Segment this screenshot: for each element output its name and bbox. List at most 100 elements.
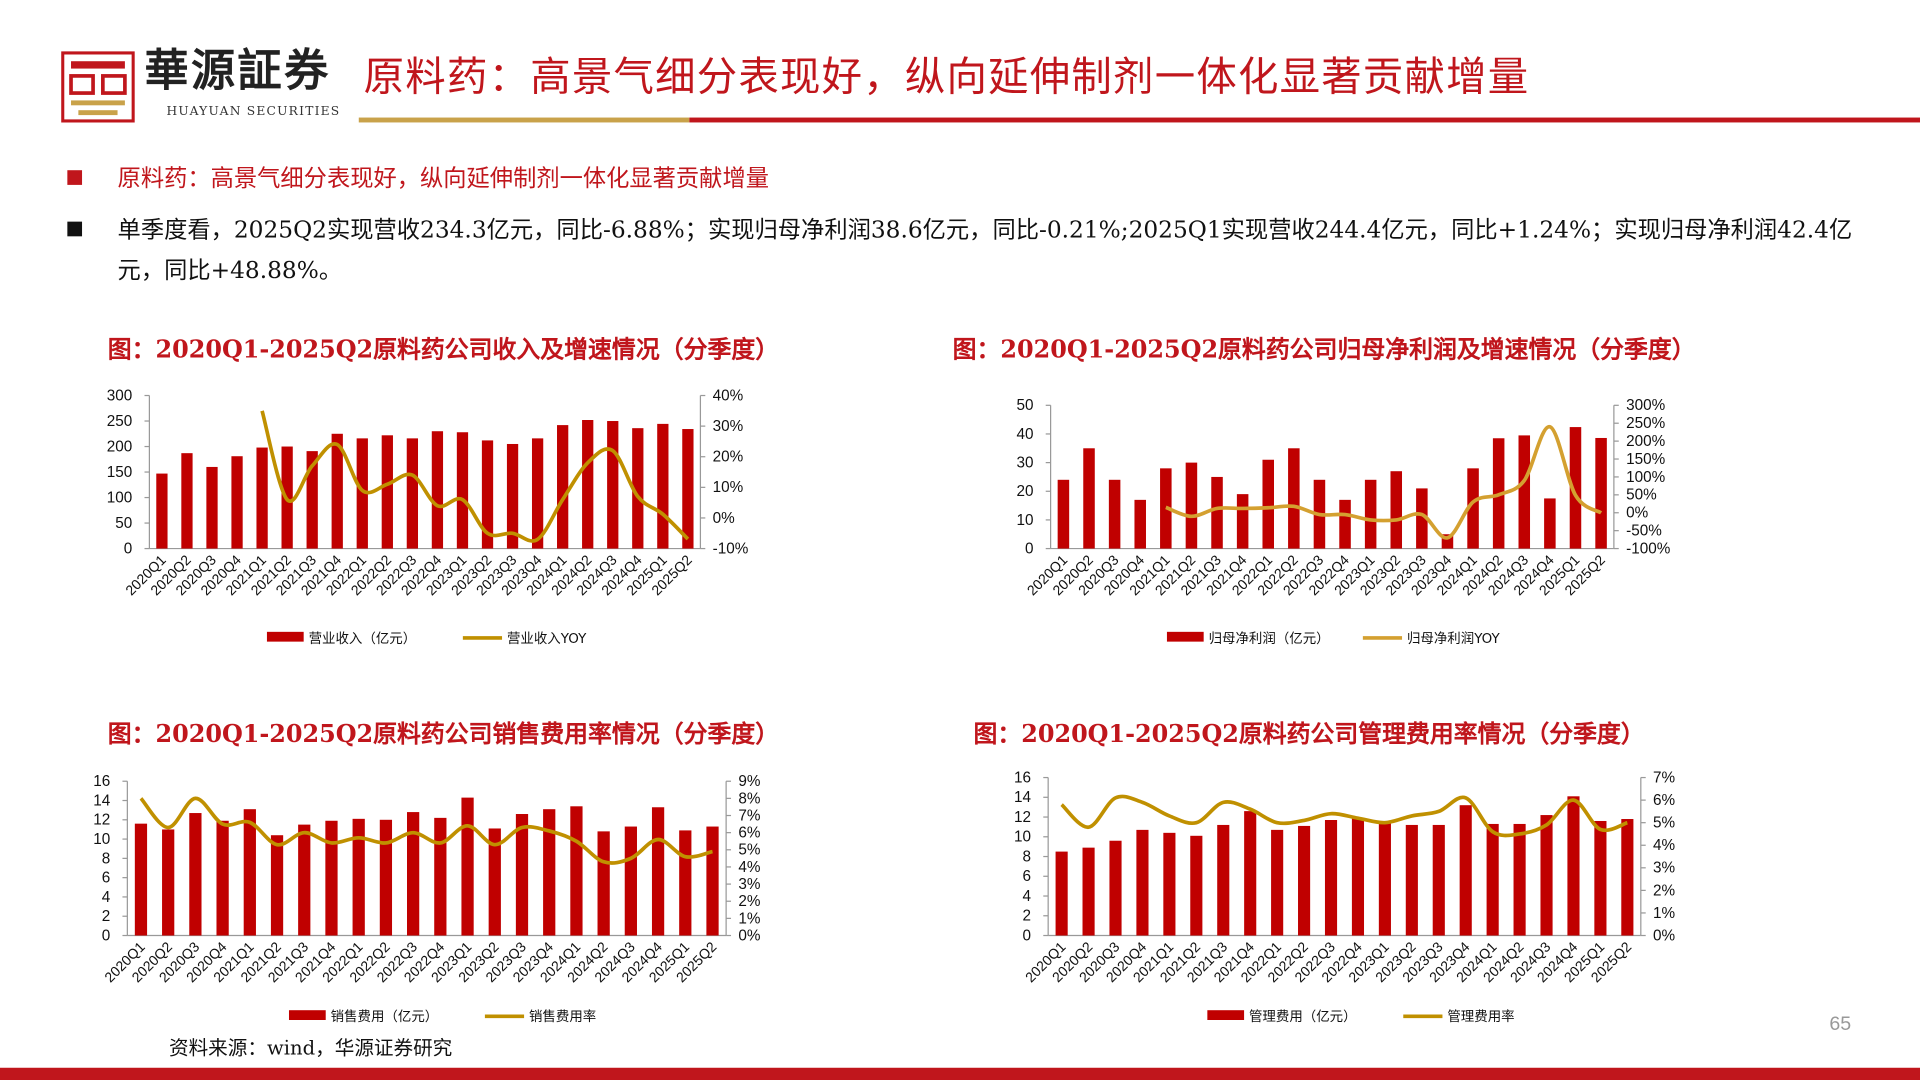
y-tick-label: 12 [93, 812, 110, 829]
y-tick-label: 14 [1014, 789, 1032, 806]
bar-2022Q1 [352, 818, 365, 936]
bar-2022Q3 [407, 812, 420, 936]
bar-2021Q4 [1236, 494, 1249, 549]
line-归母净利润YOY [1165, 425, 1603, 540]
y-tick-label: 50 [1016, 397, 1033, 414]
legend-bar-swatch [1207, 1010, 1245, 1021]
y2-tick-label: 6% [1653, 792, 1676, 809]
bar-2025Q2 [1595, 437, 1607, 549]
bar-2020Q3 [206, 466, 218, 549]
y2-tick-label: 20% [713, 449, 744, 466]
bar-2023Q2 [481, 440, 494, 549]
bar-2023Q4 [543, 809, 556, 936]
bar-2022Q1 [356, 438, 368, 549]
bar-2024Q4 [632, 428, 644, 549]
bar-2023Q4 [1441, 534, 1454, 549]
y2-tick-label: -100% [1626, 540, 1671, 557]
bar-2021Q1 [1163, 832, 1176, 936]
bar-2024Q4 [651, 807, 665, 936]
bar-2022Q3 [1324, 820, 1338, 936]
line-销售费用率 [139, 796, 713, 865]
legend-label: 管理费用（亿元） [1249, 1009, 1357, 1025]
y-tick-label: 50 [115, 515, 132, 532]
y2-tick-label: 50% [1626, 487, 1657, 504]
bar-2021Q3 [1217, 824, 1230, 936]
y-tick-label: 16 [1014, 769, 1031, 786]
bar-2022Q4 [1351, 818, 1365, 936]
bar-2021Q3 [306, 451, 318, 549]
source-note: 资料来源：wind，华源证券研究 [168, 1035, 453, 1060]
bar-2020Q3 [189, 813, 202, 936]
bar-2022Q2 [379, 819, 393, 936]
bar-2023Q3 [506, 443, 519, 549]
y2-tick-label: 250% [1626, 415, 1666, 432]
y2-tick-label: 7% [1653, 769, 1676, 786]
y2-tick-label: 2% [1653, 882, 1676, 899]
y-tick-label: 0 [1025, 540, 1034, 557]
y-tick-label: 0 [124, 540, 133, 557]
legend-label: 营业收入（亿元） [309, 631, 417, 647]
y2-tick-label: 10% [713, 479, 744, 496]
y-tick-label: 2 [102, 908, 111, 925]
y2-tick-label: 40% [713, 387, 744, 404]
bar-2022Q1 [1271, 829, 1284, 936]
y2-tick-label: 8% [738, 790, 761, 807]
bar-2025Q1 [679, 830, 692, 936]
bar-2025Q1 [1569, 427, 1582, 549]
line-管理费用率 [1060, 794, 1628, 838]
y-tick-label: 0 [1023, 927, 1032, 944]
bar-2024Q3 [1518, 435, 1531, 549]
y2-tick-label: 4% [738, 859, 761, 876]
bar-2020Q4 [1134, 499, 1146, 549]
y2-tick-label: 0% [1626, 505, 1649, 522]
chart-0: 050100150200250300-10%0%10%20%30%40%2020… [107, 387, 749, 646]
bar-2025Q2 [1621, 819, 1634, 936]
y-tick-label: 40 [1016, 426, 1033, 443]
bar-2024Q2 [597, 831, 610, 936]
bar-2021Q3 [298, 824, 311, 936]
legend-label: 销售费用（亿元） [331, 1009, 439, 1025]
bar-2023Q3 [515, 814, 529, 936]
bar-2023Q3 [1432, 824, 1445, 936]
brand-name-en: HUAYUAN SECURITIES [166, 105, 341, 119]
chart-3: 02468101214160%1%2%3%4%5%6%7%2020Q12020Q… [1014, 769, 1676, 1025]
legend-bar-swatch [288, 1010, 326, 1021]
y2-tick-label: 300% [1626, 397, 1666, 414]
y2-tick-label: 0% [713, 510, 736, 527]
bar-2020Q1 [156, 473, 168, 549]
bar-2021Q2 [1190, 835, 1203, 936]
bar-2024Q1 [1486, 823, 1499, 936]
bar-2024Q3 [1540, 815, 1553, 936]
y-tick-label: 6 [102, 870, 111, 887]
y-tick-label: 10 [93, 831, 110, 848]
bar-2020Q1 [1055, 851, 1068, 936]
y-tick-label: 6 [1023, 868, 1032, 885]
bar-2022Q4 [434, 817, 447, 936]
bar-2021Q4 [325, 820, 338, 936]
bar-2022Q2 [1288, 448, 1300, 549]
y-tick-label: 200 [107, 438, 133, 455]
legend-label: 归母净利润（亿元） [1209, 630, 1330, 647]
bullet-body: 单季度看，2025Q2实现营收234.3亿元，同比-6.88%；实现归母净利润3… [117, 216, 1853, 285]
bar-2022Q4 [1339, 499, 1351, 549]
legend-label: 营业收入YOY [507, 631, 587, 647]
y2-tick-label: 2% [738, 893, 761, 910]
slide-title: 原料药：高景气细分表现好，纵向延伸制剂一体化显著贡献增量 [363, 52, 1530, 101]
y2-tick-label: 1% [1653, 905, 1676, 922]
y-tick-label: 300 [107, 387, 133, 404]
y2-tick-label: 5% [1653, 815, 1676, 832]
bar-2023Q4 [531, 438, 544, 549]
bar-2024Q1 [557, 425, 569, 549]
legend-bar-swatch [1166, 631, 1204, 642]
bar-2023Q1 [1378, 820, 1391, 936]
bullet-heading: 原料药：高景气细分表现好，纵向延伸制剂一体化显著贡献增量 [117, 165, 769, 193]
bar-2021Q2 [1185, 462, 1198, 549]
bar-2023Q1 [1364, 479, 1377, 549]
bar-2024Q1 [1467, 468, 1479, 549]
bar-2020Q2 [181, 453, 193, 549]
bar-2023Q3 [1416, 488, 1428, 549]
bar-2023Q2 [488, 828, 501, 936]
legend-label: 管理费用率 [1447, 1008, 1514, 1025]
chart-title-net-profit: 图：2020Q1-2025Q2原料药公司归母净利润及增速情况（分季度） [952, 335, 1696, 364]
y2-tick-label: 3% [1653, 860, 1676, 877]
